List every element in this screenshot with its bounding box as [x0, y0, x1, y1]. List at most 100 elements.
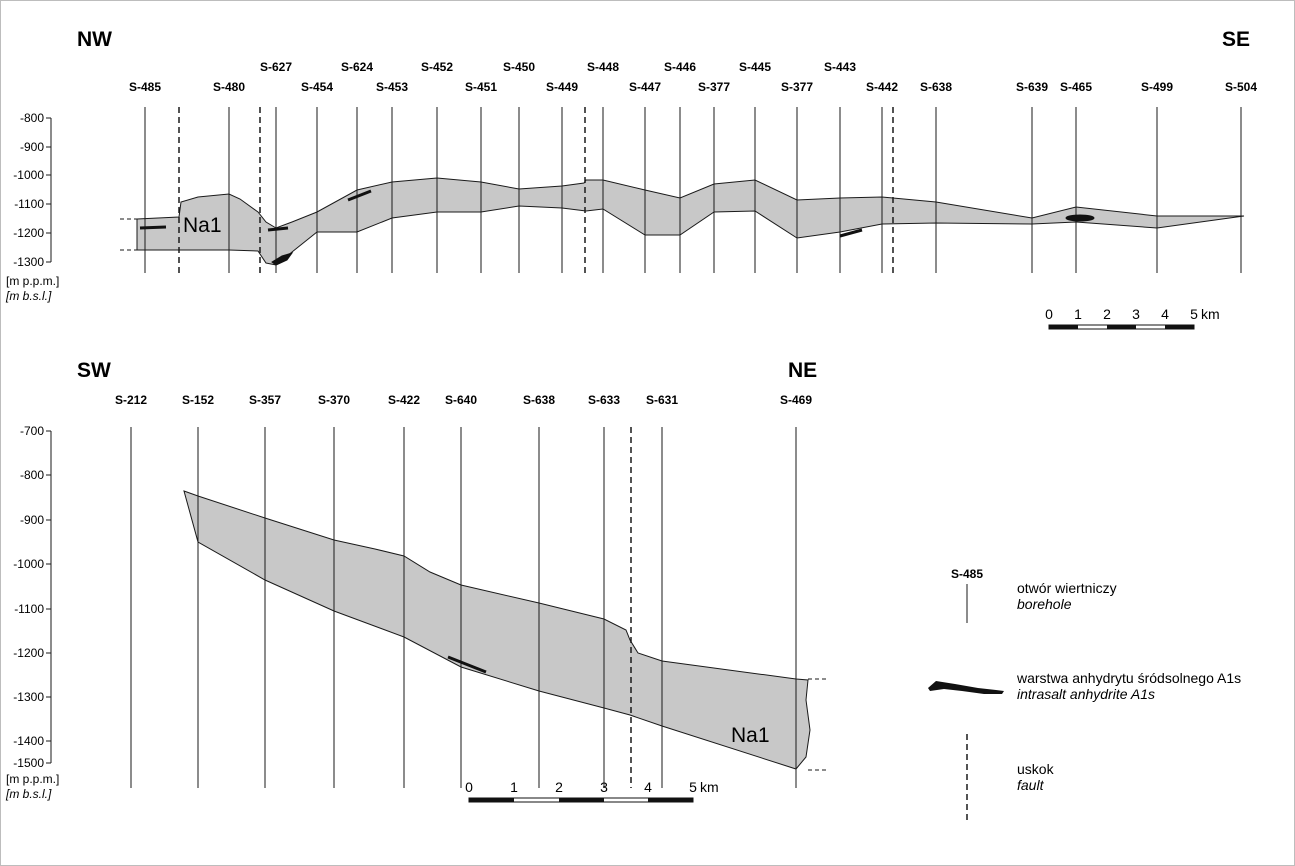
scale-unit: km	[700, 779, 719, 795]
direction-se-label: SE	[1222, 28, 1250, 51]
top-depth-axis: -800 -900 -1000 -1100 -1200 -1300 [m p.p…	[5, 111, 59, 303]
borehole-label: S-370	[318, 393, 350, 407]
scale-bar-segment	[1165, 325, 1194, 329]
direction-ne-label: NE	[788, 359, 817, 382]
depth-tick-label: -700	[20, 424, 44, 438]
depth-tick-label: -800	[20, 111, 44, 125]
borehole-label: S-357	[249, 393, 281, 407]
legend-borehole-label: otwór wiertniczy	[1017, 580, 1117, 596]
depth-unit-label-en: [m b.s.l.]	[5, 289, 52, 303]
borehole-label: S-485	[129, 80, 161, 94]
scale-label: 0	[1045, 306, 1053, 322]
scale-bar-segment	[559, 798, 604, 802]
borehole-label: S-447	[629, 80, 661, 94]
borehole-label: S-448	[587, 60, 619, 74]
scale-label: 2	[1103, 306, 1111, 322]
scale-label: 3	[1132, 306, 1140, 322]
legend-anhydrite-symbol	[928, 681, 1004, 694]
depth-tick-label: -1300	[13, 690, 44, 704]
borehole-label: S-469	[780, 393, 812, 407]
depth-tick-label: -1000	[13, 557, 44, 571]
bottom-depth-axis: -700 -800 -900 -1000 -1100 -1200 -1300 -…	[5, 424, 59, 801]
bottom-borehole-labels: S-212 S-152 S-357 S-370 S-422 S-640 S-63…	[115, 393, 812, 407]
scale-bar-segment	[648, 798, 693, 802]
borehole-label: S-446	[664, 60, 696, 74]
scale-label: 4	[644, 779, 652, 795]
scale-bar-segment	[1107, 325, 1136, 329]
depth-unit-label-en: [m b.s.l.]	[5, 787, 52, 801]
scale-label: 5	[689, 779, 697, 795]
scale-unit: km	[1201, 306, 1220, 322]
direction-sw-label: SW	[77, 359, 111, 382]
borehole-label: S-633	[588, 393, 620, 407]
legend-borehole-sample-label: S-485	[951, 567, 983, 581]
scale-bar-segment	[1049, 325, 1078, 329]
depth-tick-label: -800	[20, 468, 44, 482]
borehole-label: S-422	[388, 393, 420, 407]
legend-fault-label: uskok	[1017, 761, 1055, 777]
borehole-label: S-377	[781, 80, 813, 94]
depth-tick-label: -1500	[13, 756, 44, 770]
top-faults	[178, 107, 894, 273]
borehole-label: S-451	[465, 80, 497, 94]
anhydrite-lens	[347, 189, 372, 202]
top-borehole-labels: S-485 S-480 S-627 S-454 S-624 S-453 S-45…	[129, 60, 1257, 94]
bottom-scale-bar: 0 1 2 3 4 5 km	[465, 779, 719, 803]
legend-fault-label-en: fault	[1017, 777, 1045, 793]
bottom-borehole-lines	[130, 427, 797, 788]
borehole-label: S-638	[920, 80, 952, 94]
legend-borehole-label-en: borehole	[1017, 596, 1072, 612]
section-sw-ne: SW NE S-212 S-152 S-357 S-370 S-422 S-64…	[5, 359, 828, 803]
scale-label: 3	[600, 779, 608, 795]
anhydrite-lens	[271, 252, 294, 266]
anhydrite-lens	[267, 226, 289, 232]
top-section-edge-marks	[120, 218, 137, 251]
borehole-label: S-443	[824, 60, 856, 74]
scale-label: 1	[1074, 306, 1082, 322]
borehole-label: S-640	[445, 393, 477, 407]
depth-tick-label: -900	[20, 140, 44, 154]
depth-unit-label: [m p.p.m.]	[6, 274, 59, 288]
section-nw-se: NW SE S-485 S-480 S-627 S-454 S-624 S-45…	[5, 28, 1257, 330]
legend-anhydrite-label-en: intrasalt anhydrite A1s	[1017, 686, 1155, 702]
depth-tick-label: -1400	[13, 734, 44, 748]
legend: S-485 otwór wiertniczy borehole warstwa …	[928, 567, 1241, 822]
na1-layer-label: Na1	[183, 214, 222, 237]
depth-tick-label: -1300	[13, 255, 44, 269]
salt-layer-na1-bottom	[183, 490, 811, 770]
depth-tick-label: -1200	[13, 646, 44, 660]
borehole-label: S-499	[1141, 80, 1173, 94]
anhydrite-lens	[447, 655, 487, 674]
borehole-label: S-465	[1060, 80, 1092, 94]
borehole-label: S-504	[1225, 80, 1257, 94]
anhydrite-lens	[139, 225, 167, 230]
scale-bar-segment	[469, 798, 514, 802]
bottom-section-edge-marks	[808, 678, 828, 771]
scale-label: 4	[1161, 306, 1169, 322]
depth-tick-label: -1100	[14, 197, 44, 211]
borehole-label: S-631	[646, 393, 678, 407]
anhydrite-lens	[1065, 214, 1095, 222]
anhydrite-lens	[839, 228, 863, 238]
top-scale-bar: 0 1 2 3 4 5 km	[1045, 306, 1220, 330]
depth-tick-label: -1200	[13, 226, 44, 240]
direction-nw-label: NW	[77, 28, 112, 51]
scale-label: 2	[555, 779, 563, 795]
na1-layer-label: Na1	[731, 724, 770, 747]
borehole-label: S-639	[1016, 80, 1048, 94]
borehole-label: S-450	[503, 60, 535, 74]
borehole-label: S-442	[866, 80, 898, 94]
borehole-label: S-627	[260, 60, 292, 74]
depth-unit-label: [m p.p.m.]	[6, 772, 59, 786]
borehole-label: S-624	[341, 60, 373, 74]
borehole-label: S-449	[546, 80, 578, 94]
depth-tick-label: -900	[20, 513, 44, 527]
scale-label: 0	[465, 779, 473, 795]
scale-label: 1	[510, 779, 518, 795]
top-anhydrite-lenses	[139, 189, 1095, 266]
depth-tick-label: -1100	[14, 602, 44, 616]
borehole-label: S-638	[523, 393, 555, 407]
borehole-label: S-377	[698, 80, 730, 94]
borehole-label: S-454	[301, 80, 333, 94]
